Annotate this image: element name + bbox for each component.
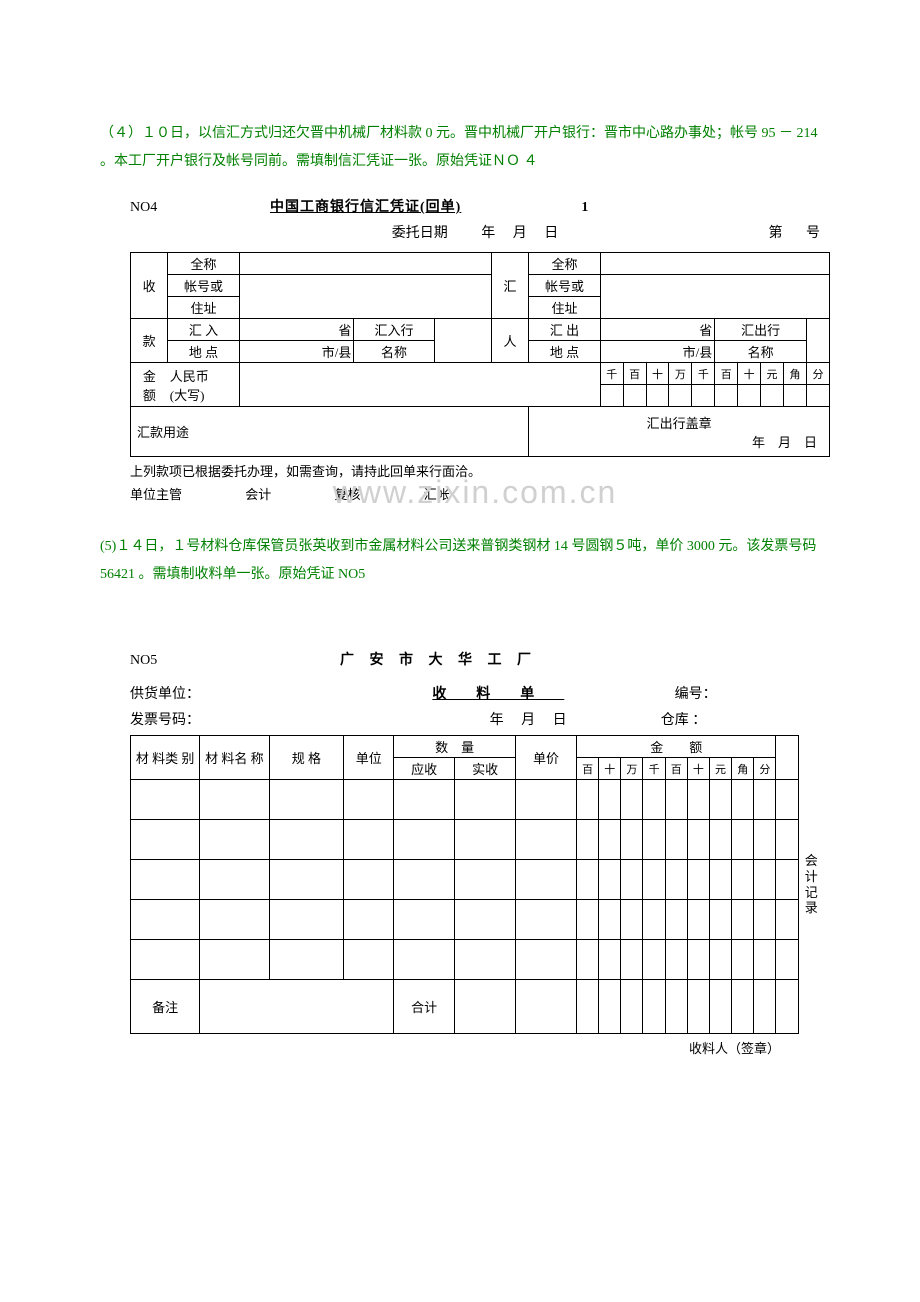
warehouse-label: 仓库 ： — [661, 709, 820, 729]
remit-label: 汇帐 — [424, 487, 450, 502]
rmb-label: 人民币 — [170, 366, 237, 385]
bank-form: NO4 中国工商银行信汇凭证(回单) 1 委托日期 年 月 日 第 号 收 全称… — [130, 196, 820, 503]
amount-label-2: 额 — [133, 385, 166, 404]
remit-in-label: 汇 入 — [168, 319, 240, 341]
col-qty: 数 量 — [394, 736, 516, 758]
digit-cell: 十 — [738, 363, 761, 385]
addr-label-2: 住址 — [529, 297, 601, 319]
col-price: 单价 — [516, 736, 577, 780]
form5-no: NO5 — [130, 653, 340, 669]
fullname-label-2: 全称 — [529, 253, 601, 275]
province-label-2: 省 — [600, 319, 715, 341]
supervisor-label: 单位主管 — [130, 487, 182, 502]
review-label: 复核 — [335, 487, 361, 502]
receipt-table: 材 料类 别 材 料名 称 规 格 单位 数 量 单价 金 额 应收 实收 百 … — [130, 735, 799, 1034]
payer-label: 汇 — [491, 253, 528, 319]
paragraph-4: （４）１０日，以信汇方式归还欠晋中机械厂材料款 0 元。晋中机械厂开户银行：晋市… — [100, 120, 820, 176]
col-qty-should: 应收 — [394, 758, 455, 780]
name-label: 名称 — [354, 341, 434, 363]
bank-table: 收 全称 汇 全称 帐号或 帐号或 住址 住址 款 汇 入 — [130, 252, 830, 457]
location-label: 地 点 — [168, 341, 240, 363]
inbank-label: 汇入行 — [354, 319, 434, 341]
digit-cell: 百 — [715, 363, 738, 385]
receipt-title: 收料单 — [432, 683, 674, 703]
digit-cell: 千 — [692, 363, 715, 385]
digit-cell: 角 — [732, 758, 754, 780]
daxie-label: (大写) — [170, 385, 237, 404]
ren-label: 人 — [491, 319, 528, 363]
payee-label: 收 — [131, 253, 168, 319]
form4-title-num: 1 — [581, 200, 588, 216]
di-label: 第 — [769, 226, 783, 241]
digit-cell: 元 — [761, 363, 784, 385]
digit-cell: 千 — [600, 363, 623, 385]
invoice-label: 发票号码： — [130, 709, 395, 729]
side-label: 会计记录 — [805, 853, 820, 915]
digit-cell: 百 — [577, 758, 599, 780]
digit-cell: 万 — [669, 363, 692, 385]
receipt-form: NO5 广 安 市 大 华 工 厂 供货单位： 收料单 编号： 发票号码： 年 … — [130, 649, 820, 1057]
digit-cell: 分 — [754, 758, 776, 780]
col-name: 材 料名 称 — [200, 736, 269, 780]
digit-cell: 百 — [623, 363, 646, 385]
digit-cell: 万 — [621, 758, 643, 780]
col-qty-actual: 实收 — [455, 758, 516, 780]
entrust-label: 委托日期 — [392, 226, 448, 241]
code-label: 编号： — [675, 683, 820, 703]
digit-cell: 角 — [784, 363, 807, 385]
bank-footnote: 上列款项已根据委托办理，如需查询，请持此回单来行面洽。 — [130, 461, 820, 480]
kuan-label: 款 — [131, 319, 168, 363]
name-label-2: 名称 — [715, 341, 807, 363]
year-label: 年 — [481, 226, 495, 241]
province-label: 省 — [239, 319, 354, 341]
form4-title: 中国工商银行信汇凭证(回单) — [270, 196, 461, 216]
amount-label-1: 金 — [133, 366, 166, 385]
col-type: 材 料类 别 — [131, 736, 200, 780]
col-spec: 规 格 — [269, 736, 344, 780]
location-label-2: 地 点 — [529, 341, 601, 363]
year-label: 年 — [490, 713, 504, 728]
remit-out-label: 汇 出 — [529, 319, 601, 341]
factory-title: 广 安 市 大 华 工 厂 — [340, 649, 537, 669]
city-county-label-2: 市/县 — [600, 341, 715, 363]
col-unit: 单位 — [344, 736, 394, 780]
form4-no: NO4 — [130, 200, 270, 216]
paragraph-5: (5)１４日，１号材料仓库保管员张英收到市金属材料公司送来普钢类钢材 14 号圆… — [100, 533, 820, 589]
month-label: 月 — [513, 226, 527, 241]
addr-label: 住址 — [168, 297, 240, 319]
digit-cell: 百 — [665, 758, 687, 780]
col-amount: 金 额 — [577, 736, 776, 758]
total-label: 合计 — [394, 980, 455, 1034]
digit-cell: 十 — [687, 758, 709, 780]
remark-label: 备注 — [131, 980, 200, 1034]
digit-cell: 分 — [806, 363, 829, 385]
digit-cell: 元 — [709, 758, 731, 780]
supplier-label: 供货单位： — [130, 683, 372, 703]
collector-label: 收料人（签章） — [130, 1038, 780, 1057]
hao-label: 号 — [806, 226, 820, 241]
day-label: 日 — [553, 713, 567, 728]
fullname-label: 全称 — [168, 253, 240, 275]
month-label: 月 — [521, 713, 535, 728]
digit-cell: 千 — [643, 758, 665, 780]
acct-label: 帐号或 — [168, 275, 240, 297]
outbank-stamp-label: 汇出行盖章 — [531, 413, 827, 432]
acct-label-2: 帐号或 — [529, 275, 601, 297]
digit-cell: 十 — [599, 758, 621, 780]
stamp-date: 年 月 日 — [531, 432, 827, 451]
day-label: 日 — [544, 226, 558, 241]
outbank-label: 汇出行 — [715, 319, 807, 341]
accountant-label: 会计 — [245, 487, 271, 502]
purpose-label: 汇款用途 — [131, 407, 529, 457]
city-county-label: 市/县 — [239, 341, 354, 363]
digit-cell: 十 — [646, 363, 669, 385]
